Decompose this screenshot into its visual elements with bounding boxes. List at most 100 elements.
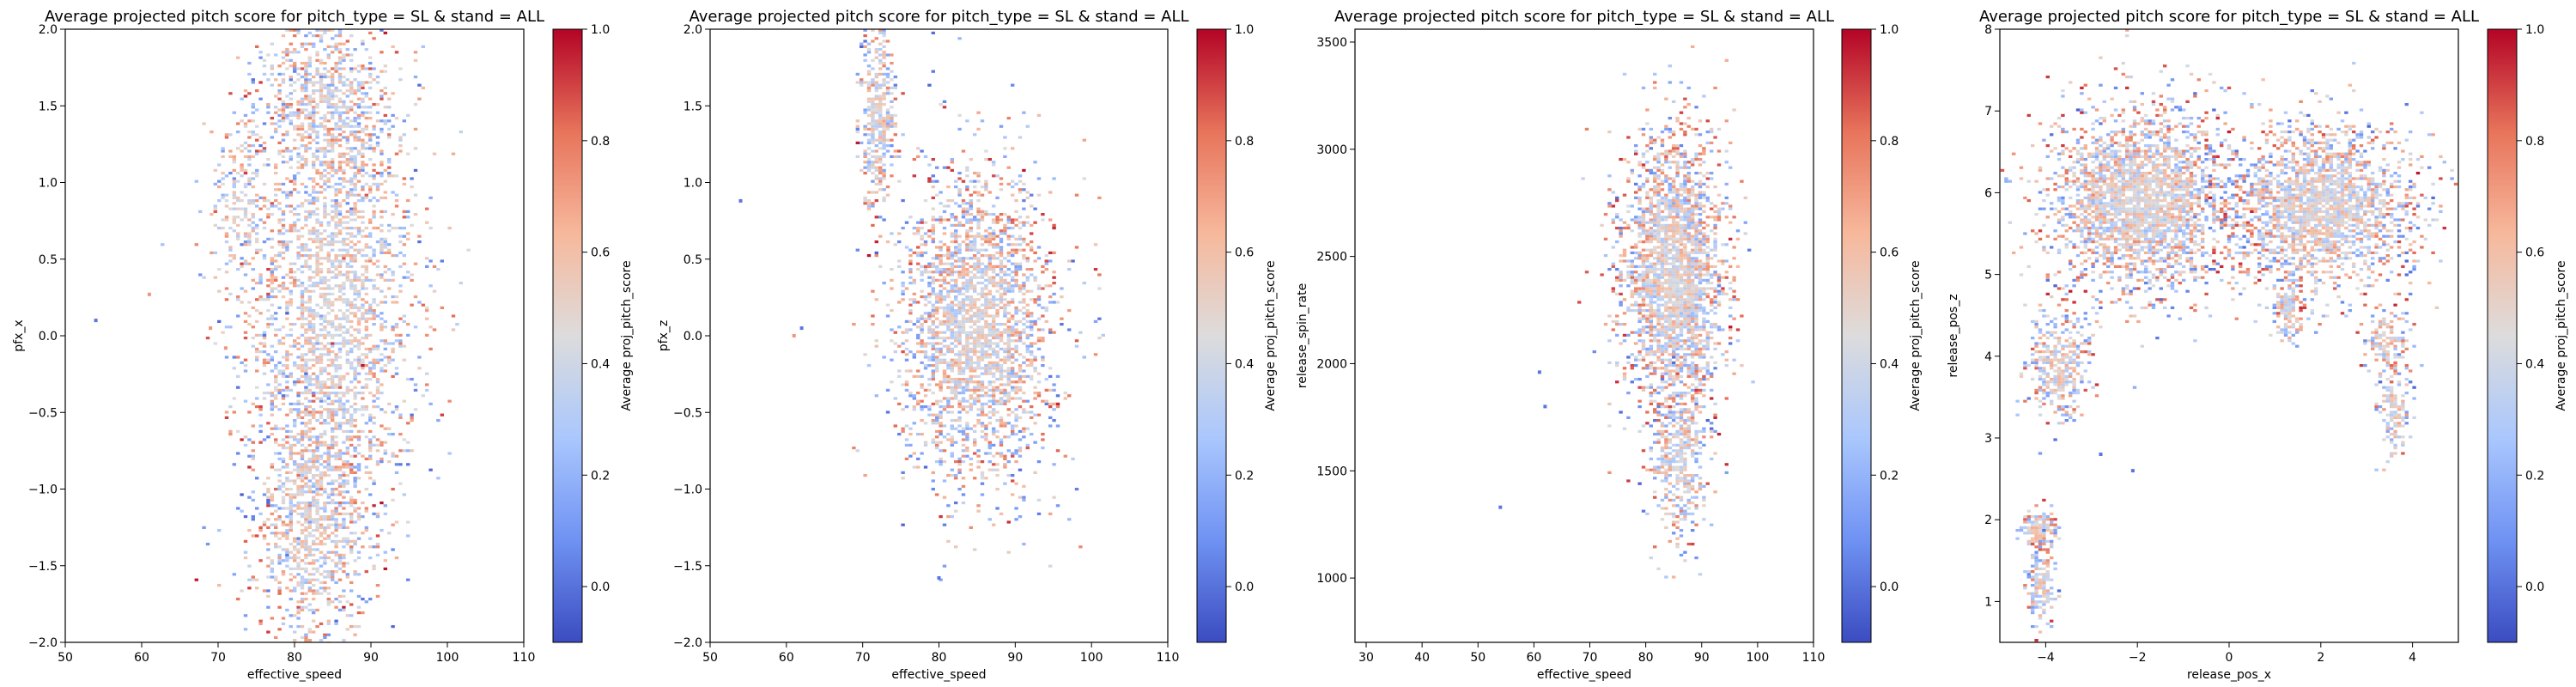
y-tick-label: 3000 [1316,143,1347,157]
outlier-cell [147,292,151,296]
y-tick-label: 7 [1984,105,1992,119]
y-tick-label: −2.0 [673,636,702,650]
outlier-cell [738,198,743,203]
outlier-cell [1543,404,1547,409]
y-axis-label: pfx_x [12,319,26,351]
colorbar-label: Average proj_pitch_score [2555,260,2568,410]
outlier-cell [792,334,796,337]
y-tick-label: 5 [1984,269,1992,283]
y-tick-label: −1.0 [28,483,58,497]
y-tick-label: 2.0 [39,23,58,37]
y-tick-label: 2000 [1316,357,1347,371]
y-tick-label: −1.5 [673,560,702,574]
y-tick-label: 1.0 [683,177,702,191]
outlier-cell [1537,370,1541,374]
x-tick-label: 100 [1747,651,1770,665]
x-tick-label: 100 [436,651,459,665]
colorbar: 0.0 0.2 0.4 0.6 0.8 1.0 Average proj_pitch_sco… [552,23,634,643]
y-tick-label: 0.0 [39,330,58,344]
y-tick-label: 0.5 [39,253,58,267]
colorbar-label: Average proj_pitch_score [1909,260,1923,410]
y-tick-label: 1500 [1316,465,1347,478]
x-tick-label: 110 [513,651,536,665]
colorbar-tick-label: 0.4 [1880,357,1899,371]
y-tick-label: −0.5 [28,406,58,420]
colorbar-tick-label: 1.0 [1235,23,1254,37]
colorbar-tick-label: 0.8 [591,135,610,149]
chart-title: Average projected pitch score for pitch_… [45,8,544,26]
y-tick-label: 3 [1984,432,1992,446]
colorbar-tick-label: 0.4 [591,357,610,371]
x-tick-label: 50 [1470,651,1485,665]
colorbar-tick-label: 0.0 [1235,581,1254,594]
colorbar-tick-label: 0.6 [1235,246,1254,260]
y-axis-label: release_pos_z [1947,294,1960,377]
outlier-cell [94,319,98,323]
chart-panel-3: 30 40 50 60 70 80 90 100 110 1000 1500 2000 2500 3000… [1296,8,1923,682]
y-tick-label: 0.0 [683,330,702,344]
outlier-cell [223,346,228,350]
y-tick-label: 1.0 [39,177,58,191]
x-tick-label: 60 [1526,651,1541,665]
colorbar-tick-label: 1.0 [2525,23,2544,37]
y-tick-label: 1.5 [39,100,58,113]
y-tick-label: −1.0 [673,483,702,497]
axes-frame [709,28,1169,643]
x-tick-label: 90 [1007,651,1023,665]
colorbar-tick-label: 0.8 [2525,135,2544,149]
hexbin-cells [852,29,1105,581]
x-tick-label: 110 [1157,651,1180,665]
y-tick-label: 1.5 [683,100,702,113]
x-tick-label: 90 [363,651,379,665]
x-tick-label: 4 [2409,651,2416,665]
x-tick-label: 70 [1583,651,1598,665]
y-tick-label: 2 [1984,514,1992,527]
colorbar-tick-label: 0.6 [2525,246,2544,260]
colorbar-tick-label: 0.2 [591,469,610,483]
y-tick-label: 2.0 [683,23,702,37]
x-tick-label: 2 [2317,651,2324,665]
x-tick-label: 100 [1080,651,1103,665]
colorbar-tick-label: 0.0 [2525,581,2544,594]
colorbar-tick-label: 0.2 [1880,469,1899,483]
outlier-cell [2130,469,2135,473]
x-tick-label: 0 [2226,651,2233,665]
chart-panel-1: 50 60 70 80 90 100 110 −2.0 −1.5 −1.0 −0.5 0.0 0.5 1.… [12,8,634,682]
y-tick-label: 3500 [1316,36,1347,50]
x-axis-label: effective_speed [247,668,342,682]
colorbar-gradient [1841,28,1872,643]
colorbar: 0.0 0.2 0.4 0.6 0.8 1.0 Average proj_pitch_sco… [1196,23,1278,643]
hexbin-cells [1577,45,1755,579]
y-tick-label: 6 [1984,186,1992,200]
chart-title: Average projected pitch score for pitch_… [1979,8,2479,26]
x-tick-label: 70 [210,651,226,665]
colorbar-tick-label: 1.0 [1880,23,1899,37]
y-tick-label: 0.5 [683,253,702,267]
colorbar-tick-label: 0.0 [1880,581,1899,594]
outlier-cell [937,576,941,580]
x-axis-label: effective_speed [1537,668,1631,682]
colorbar-gradient [2487,28,2518,643]
outlier-cell [2099,453,2103,456]
colorbar-gradient [552,28,583,643]
y-tick-label: −0.5 [673,406,702,420]
x-tick-label: 40 [1414,651,1430,665]
x-axis-label: effective_speed [891,668,986,682]
x-tick-label: 80 [287,651,302,665]
x-tick-label: 60 [779,651,794,665]
x-tick-label: −2 [2129,651,2147,665]
x-tick-label: 60 [134,651,149,665]
colorbar-label: Average proj_pitch_score [1264,260,1278,410]
chart-title: Average projected pitch score for pitch_… [1334,8,1834,26]
axes-frame [1354,28,1814,643]
x-tick-label: 80 [932,651,947,665]
colorbar-tick-label: 0.4 [2525,357,2544,371]
x-tick-label: 50 [58,651,73,665]
x-tick-label: 90 [1694,651,1710,665]
x-tick-label: 70 [855,651,871,665]
colorbar-tick-label: 0.8 [1235,135,1254,149]
colorbar-tick-label: 0.8 [1880,135,1899,149]
hexbin-cells [161,29,471,642]
y-tick-label: 1000 [1316,572,1347,586]
